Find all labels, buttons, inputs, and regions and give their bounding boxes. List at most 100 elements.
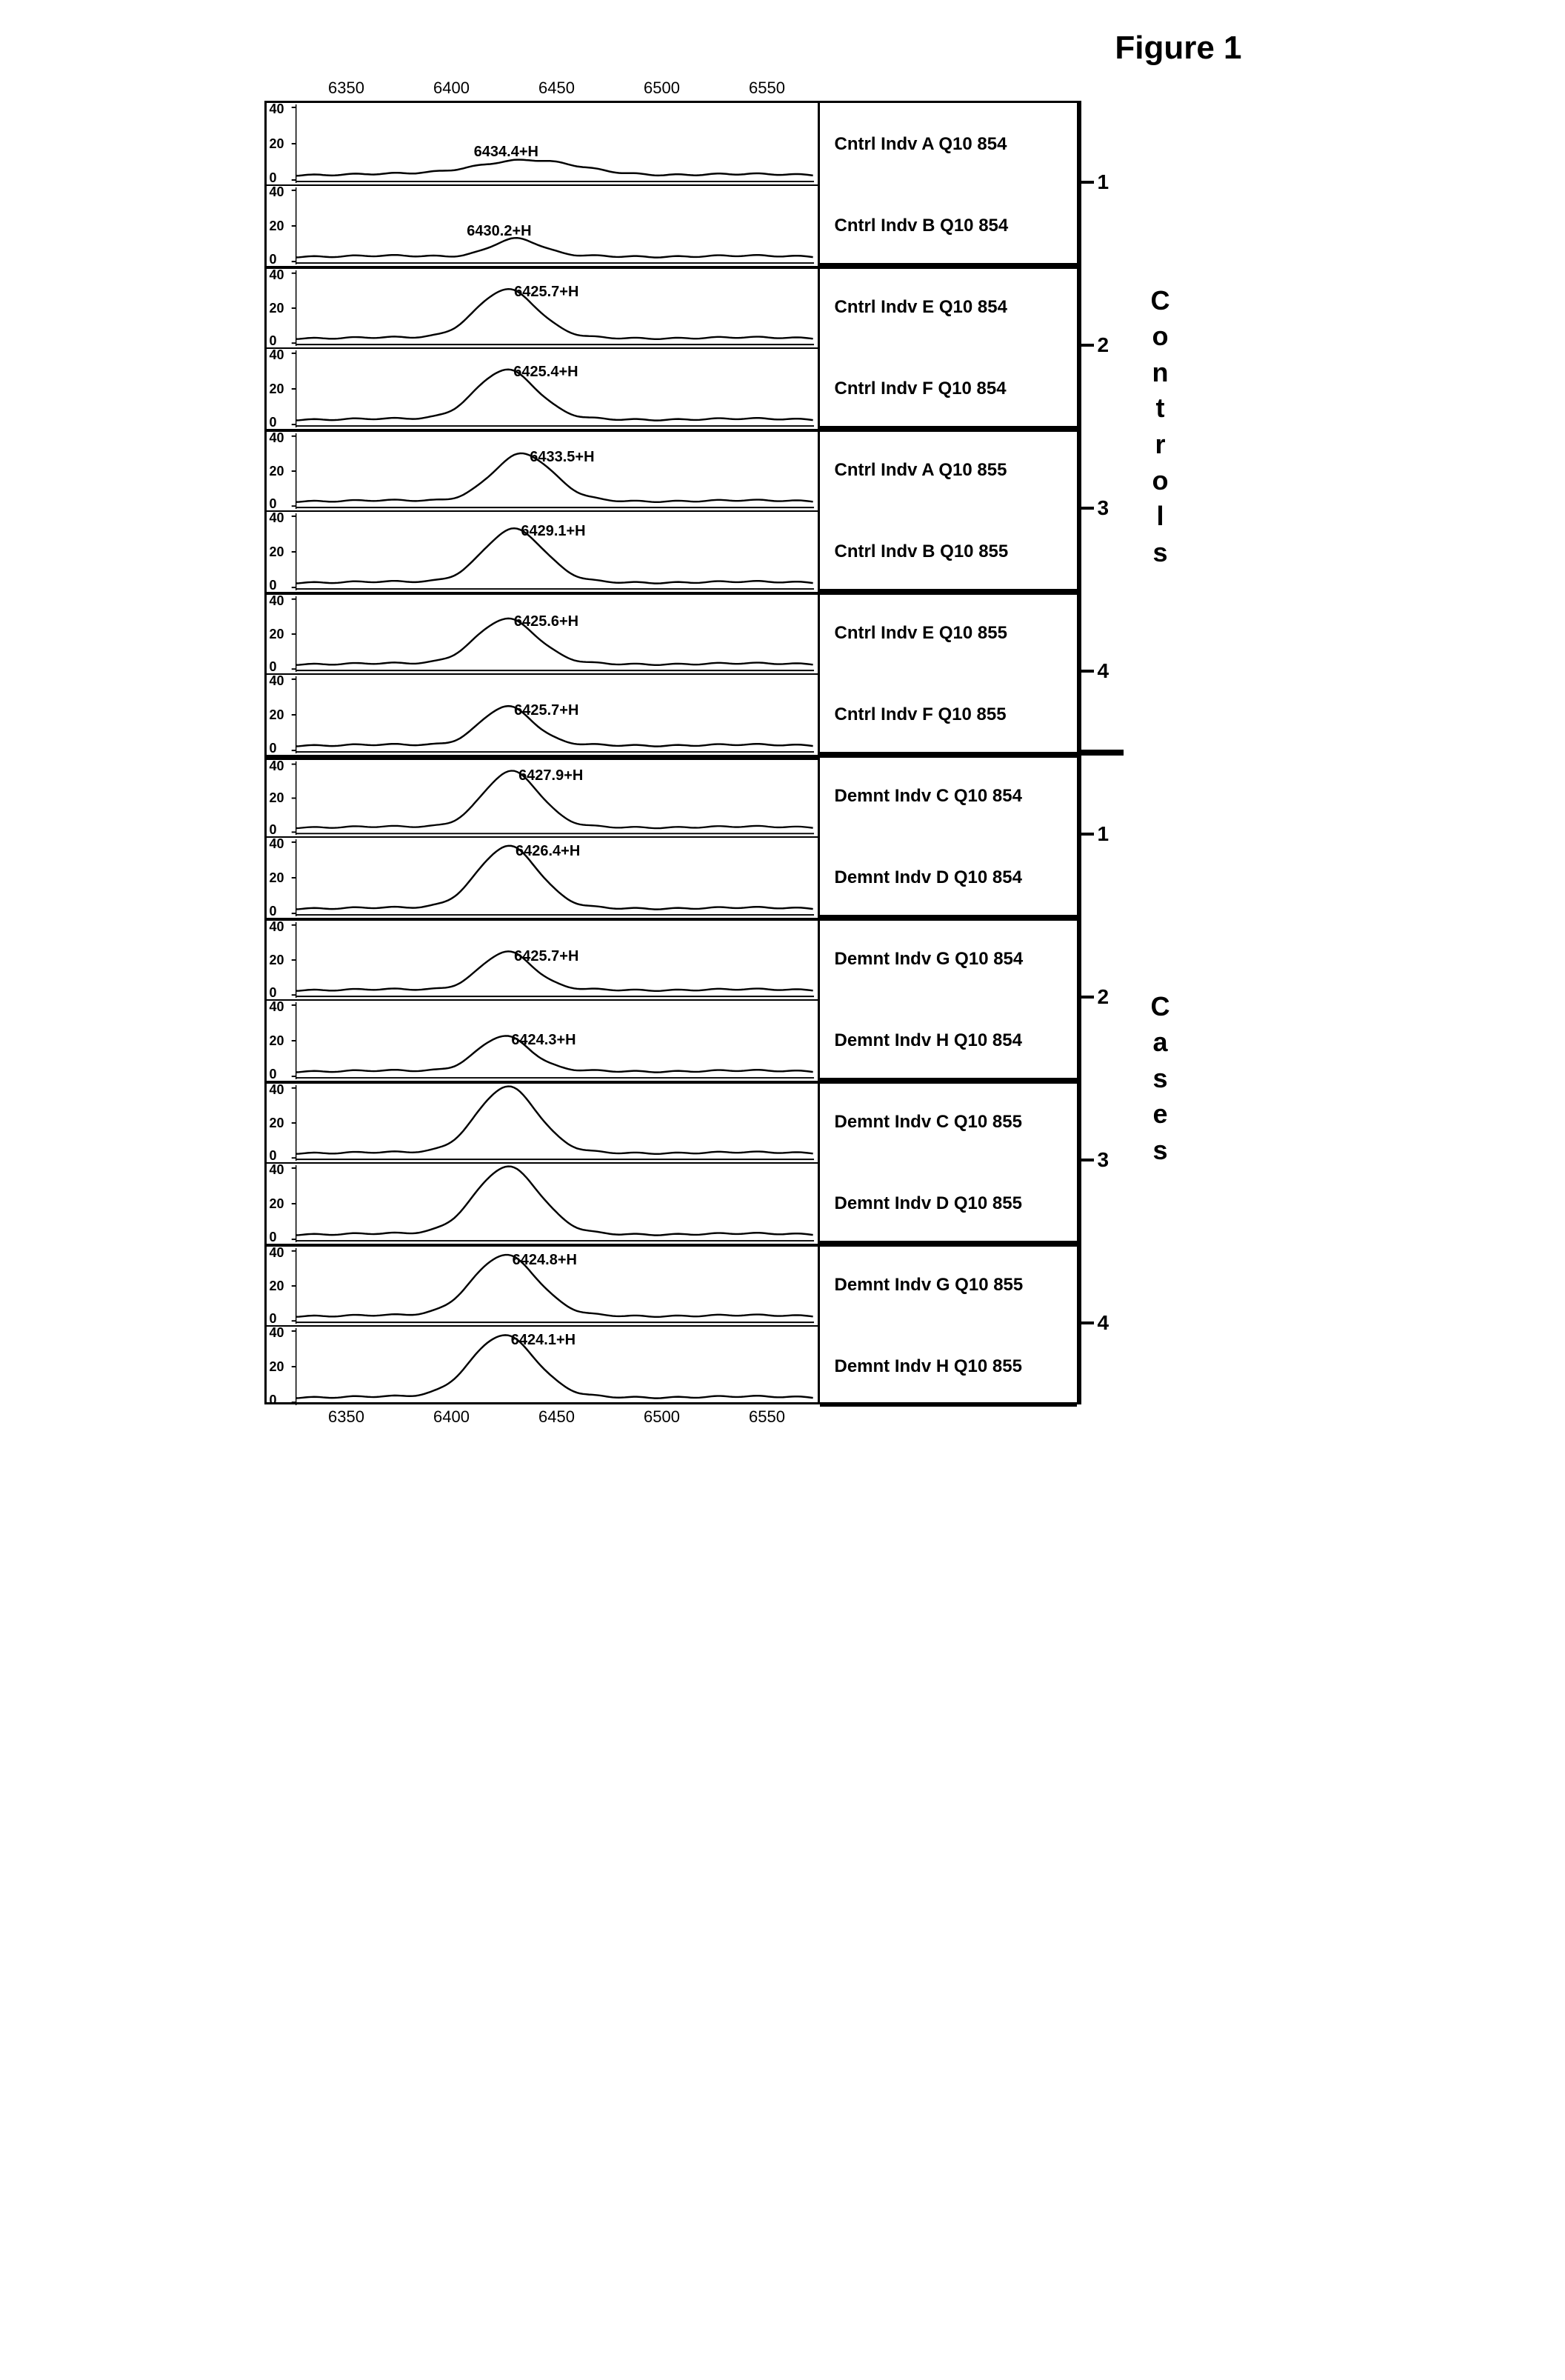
- x-tick-label: 6500: [644, 79, 680, 98]
- y-axis-ticks: 40200: [270, 595, 295, 673]
- spectrum-panel: 40200 6424.1+H: [267, 1325, 818, 1407]
- spectrum-panel: 40200: [267, 1162, 818, 1244]
- peak-label: 6424.8+H: [513, 1252, 577, 1269]
- labels-column: Cntrl Indv A Q10 854Cntrl Indv B Q10 854…: [820, 101, 1079, 1404]
- y-axis-ticks: 40200: [270, 512, 295, 592]
- panel-label: Demnt Indv C Q10 854: [820, 755, 1077, 836]
- panel-label: Cntrl Indv F Q10 855: [820, 673, 1077, 755]
- panel-label: Cntrl Indv F Q10 854: [820, 347, 1077, 429]
- pair-tick-number: 1: [1098, 822, 1109, 846]
- x-tick-label: 6400: [433, 1407, 470, 1427]
- pair-tick-mark: [1079, 1321, 1094, 1324]
- spectrum-panel: 40200 6424.3+H: [267, 999, 818, 1081]
- x-tick-label: 6350: [328, 1407, 364, 1427]
- x-tick-label: 6450: [538, 79, 575, 98]
- panel-label: Cntrl Indv B Q10 854: [820, 184, 1077, 266]
- peak-label: 6425.7+H: [514, 948, 578, 965]
- group-vertical-text: Cases: [1151, 989, 1170, 1169]
- peak-label: 6425.4+H: [513, 364, 578, 381]
- pair-tick-number: 4: [1098, 659, 1109, 683]
- spectrum-panel: 40200 6429.1+H: [267, 510, 818, 592]
- spectrum-panel: 40200 6425.6+H: [267, 592, 818, 673]
- pair-tick-number: 3: [1098, 496, 1109, 520]
- peak-label: 6429.1+H: [521, 523, 585, 540]
- panel-label: Demnt Indv G Q10 855: [820, 1244, 1077, 1325]
- y-axis-ticks: 40200: [270, 838, 295, 918]
- peak-label: 6424.3+H: [511, 1032, 575, 1049]
- peak-label: 6424.1+H: [511, 1332, 575, 1349]
- y-axis-ticks: 40200: [270, 103, 295, 184]
- y-axis-ticks: 40200: [270, 1001, 295, 1081]
- spectrum-panel: 40200 6425.4+H: [267, 347, 818, 429]
- x-tick-label: 6450: [538, 1407, 575, 1427]
- peak-label: 6434.4+H: [474, 144, 538, 161]
- pair-tick-mark: [1079, 181, 1094, 184]
- panel-label: Demnt Indv H Q10 855: [820, 1325, 1077, 1407]
- spectrum-panel: 40200 6430.2+H: [267, 184, 818, 266]
- peak-label: 6425.7+H: [514, 284, 578, 301]
- panel-label: Cntrl Indv E Q10 855: [820, 592, 1077, 673]
- plots-column: 402006434.4+H402006430.2+H402006425.7+H4…: [264, 101, 820, 1404]
- peak-label: 6426.4+H: [515, 843, 580, 860]
- pair-tick-number: 1: [1098, 170, 1109, 194]
- spectrum-panel: 40200 6425.7+H: [267, 918, 818, 999]
- peak-label: 6427.9+H: [518, 767, 583, 784]
- x-tick-label: 6350: [328, 79, 364, 98]
- spectrum-panel: 40200 6425.7+H: [267, 673, 818, 755]
- pair-tick-number: 2: [1098, 985, 1109, 1009]
- pair-tick-number: 2: [1098, 333, 1109, 357]
- figure-title: Figure 1: [264, 30, 1301, 67]
- spectrum-panel: 40200 6424.8+H: [267, 1244, 818, 1325]
- x-tick-label: 6400: [433, 79, 470, 98]
- x-tick-label: 6550: [749, 1407, 785, 1427]
- y-axis-ticks: 40200: [270, 432, 295, 510]
- panel-label: Demnt Indv D Q10 855: [820, 1162, 1077, 1244]
- spectrum-panel: 40200: [267, 1081, 818, 1162]
- pair-tick-mark: [1079, 996, 1094, 999]
- panel-label: Cntrl Indv A Q10 854: [820, 103, 1077, 184]
- pair-tick-number: 3: [1098, 1148, 1109, 1172]
- pair-tick-mark: [1079, 344, 1094, 347]
- x-tick-label: 6500: [644, 1407, 680, 1427]
- y-axis-ticks: 40200: [270, 1247, 295, 1325]
- spectrum-panel: 40200 6425.7+H: [267, 266, 818, 347]
- panel-label: Demnt Indv D Q10 854: [820, 836, 1077, 918]
- y-axis-ticks: 40200: [270, 921, 295, 999]
- panel-label: Demnt Indv G Q10 854: [820, 918, 1077, 999]
- pair-tick-mark: [1079, 670, 1094, 673]
- ticks-column: 1 2 3 4 1 2 3 4: [1079, 101, 1124, 1404]
- pair-tick-number: 4: [1098, 1311, 1109, 1335]
- y-axis-ticks: 40200: [270, 269, 295, 347]
- pair-tick-mark: [1079, 507, 1094, 510]
- peak-label: 6425.7+H: [514, 702, 578, 719]
- x-tick-label: 6550: [749, 79, 785, 98]
- y-axis-ticks: 40200: [270, 186, 295, 266]
- y-axis-ticks: 40200: [270, 1084, 295, 1162]
- panel-label: Demnt Indv H Q10 854: [820, 999, 1077, 1081]
- panel-label: Cntrl Indv A Q10 855: [820, 429, 1077, 510]
- peak-label: 6433.5+H: [530, 449, 594, 466]
- pair-tick-mark: [1079, 833, 1094, 836]
- group-vertical-text: Controls: [1151, 283, 1170, 571]
- spectrum-panel: 40200 6427.9+H: [267, 755, 818, 836]
- y-axis-ticks: 40200: [270, 675, 295, 755]
- panel-label: Cntrl Indv E Q10 854: [820, 266, 1077, 347]
- peak-label: 6425.6+H: [514, 613, 578, 630]
- x-axis-bottom: 6350 6400 6450 6500 6550: [264, 1404, 820, 1431]
- x-axis-top: 6350 6400 6450 6500 6550: [264, 74, 820, 101]
- main-layout: 402006434.4+H402006430.2+H402006425.7+H4…: [264, 101, 1301, 1404]
- pair-tick-mark: [1079, 1159, 1094, 1161]
- group-label-column: Controls Cases: [1124, 101, 1198, 1404]
- panel-label: Cntrl Indv B Q10 855: [820, 510, 1077, 592]
- group-label-cases: Cases: [1124, 753, 1198, 1404]
- y-axis-ticks: 40200: [270, 349, 295, 429]
- panel-label: Demnt Indv C Q10 855: [820, 1081, 1077, 1162]
- spectrum-panel: 40200 6426.4+H: [267, 836, 818, 918]
- group-label-controls: Controls: [1124, 101, 1198, 753]
- spectrum-panel: 40200 6434.4+H: [267, 103, 818, 184]
- peak-label: 6430.2+H: [467, 223, 531, 240]
- y-axis-ticks: 40200: [270, 760, 295, 836]
- spectrum-panel: 40200 6433.5+H: [267, 429, 818, 510]
- y-axis-ticks: 40200: [270, 1164, 295, 1244]
- y-axis-ticks: 40200: [270, 1327, 295, 1407]
